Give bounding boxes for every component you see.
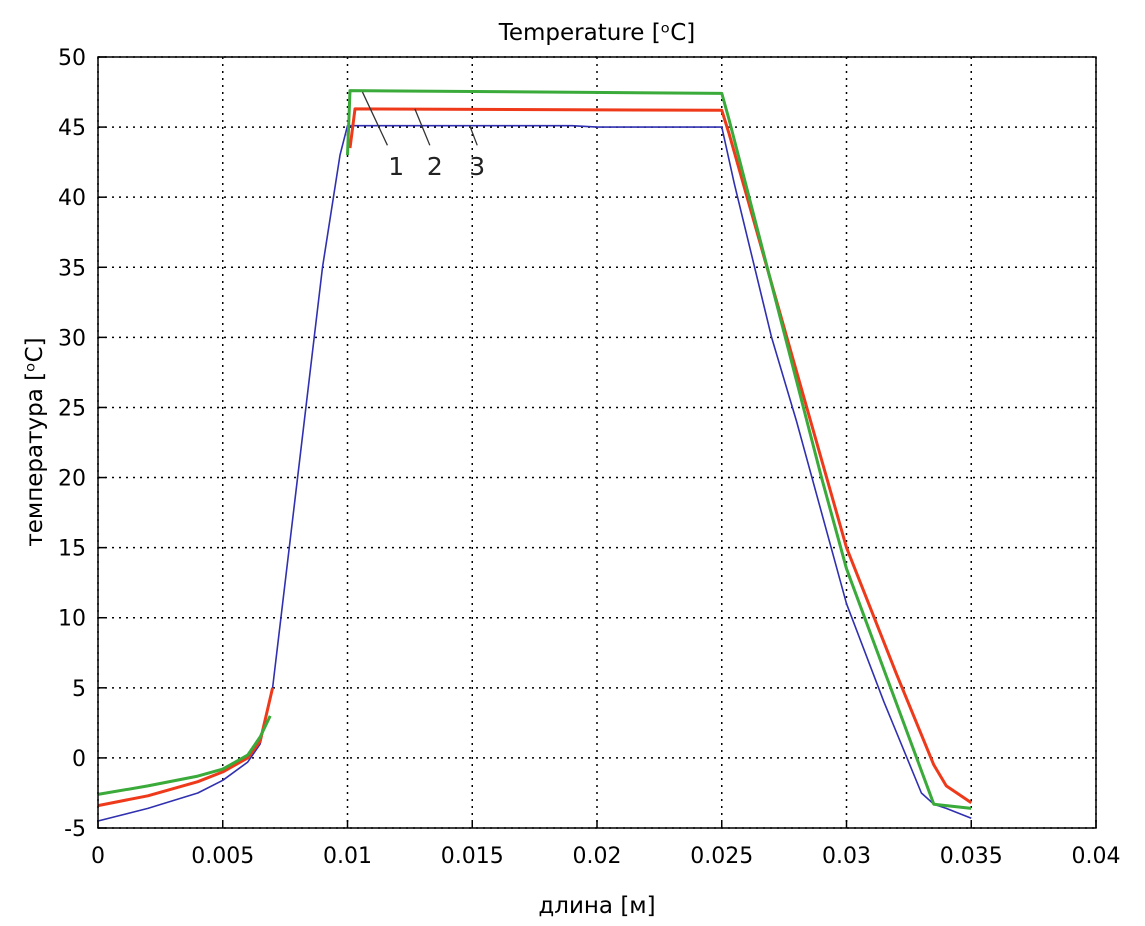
annotation-label: 3 <box>469 152 485 181</box>
chart-title: Temperature [ᵒC] <box>498 20 696 46</box>
annotation-leader-line <box>469 125 478 146</box>
grid <box>97 56 1097 829</box>
y-tick-label: 40 <box>58 186 86 211</box>
series-lines <box>97 89 973 822</box>
x-tick-label: 0 <box>91 844 105 869</box>
y-tick-label: 20 <box>58 467 86 492</box>
series-line-1 <box>97 124 972 822</box>
annotation-label: 1 <box>388 152 404 181</box>
y-tick-label: 30 <box>58 326 86 351</box>
y-tick-label: 10 <box>58 607 86 632</box>
y-tick-label: 45 <box>58 116 86 141</box>
plot-frame <box>97 56 1097 829</box>
y-tick-label: 50 <box>58 46 86 71</box>
annotation-label: 2 <box>427 152 443 181</box>
y-tick-label: -5 <box>64 817 86 842</box>
x-tick-label: 0.02 <box>573 844 622 869</box>
annotation-leader-line <box>361 91 389 146</box>
y-tick-label: 15 <box>58 537 86 562</box>
x-tick-label: 0.005 <box>191 844 254 869</box>
annotation-leader-line <box>414 108 431 146</box>
y-axis-label: температура [ᵒC] <box>22 337 48 546</box>
x-tick-label: 0.015 <box>441 844 504 869</box>
y-tick-label: 0 <box>72 747 86 772</box>
ticks: 0 0.005 0.01 0.015 0.02 0.025 0.03 0.035 0.04-50… <box>58 46 1120 869</box>
x-tick-label: 0.03 <box>822 844 871 869</box>
x-tick-label: 0.025 <box>690 844 753 869</box>
y-tick-label: 35 <box>58 256 86 281</box>
x-tick-label: 0.01 <box>323 844 372 869</box>
x-tick-label: 0.035 <box>940 844 1003 869</box>
x-tick-label: 0.04 <box>1072 844 1121 869</box>
y-tick-label: 5 <box>72 677 86 702</box>
series-line-2 <box>97 107 973 808</box>
y-tick-label: 25 <box>58 396 86 421</box>
x-axis-label: длина [м] <box>538 893 655 919</box>
series-line-3 <box>97 89 972 810</box>
